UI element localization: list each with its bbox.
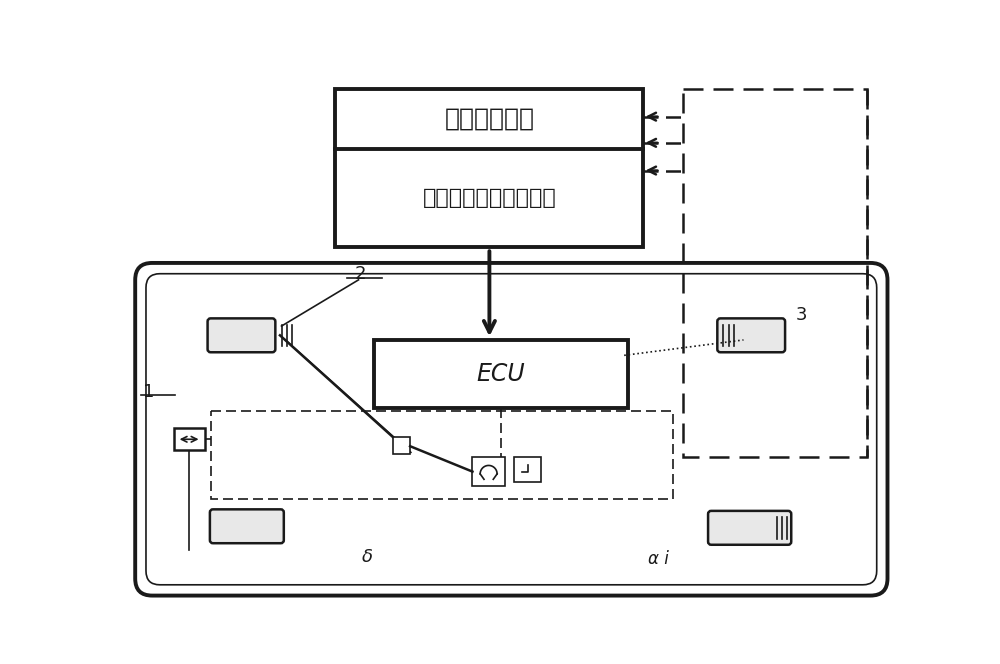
Bar — [393, 437, 410, 454]
Bar — [174, 428, 205, 450]
Text: 计算出汽车转向传动比: 计算出汽车转向传动比 — [423, 189, 556, 208]
Text: 1: 1 — [143, 382, 155, 400]
FancyBboxPatch shape — [717, 318, 785, 353]
Bar — [374, 340, 628, 408]
FancyBboxPatch shape — [135, 263, 887, 596]
Text: ECU: ECU — [477, 362, 525, 386]
Bar — [335, 89, 643, 247]
Text: α i: α i — [648, 550, 669, 568]
Bar — [514, 457, 541, 481]
FancyBboxPatch shape — [708, 511, 791, 544]
Bar — [211, 411, 673, 499]
Text: δ: δ — [362, 548, 373, 566]
Text: 信号处理模块: 信号处理模块 — [444, 107, 534, 131]
FancyBboxPatch shape — [208, 318, 275, 353]
Bar — [472, 457, 505, 486]
Text: 3: 3 — [796, 305, 807, 323]
FancyBboxPatch shape — [210, 509, 284, 543]
Bar — [683, 89, 867, 457]
Text: 2: 2 — [354, 266, 366, 284]
